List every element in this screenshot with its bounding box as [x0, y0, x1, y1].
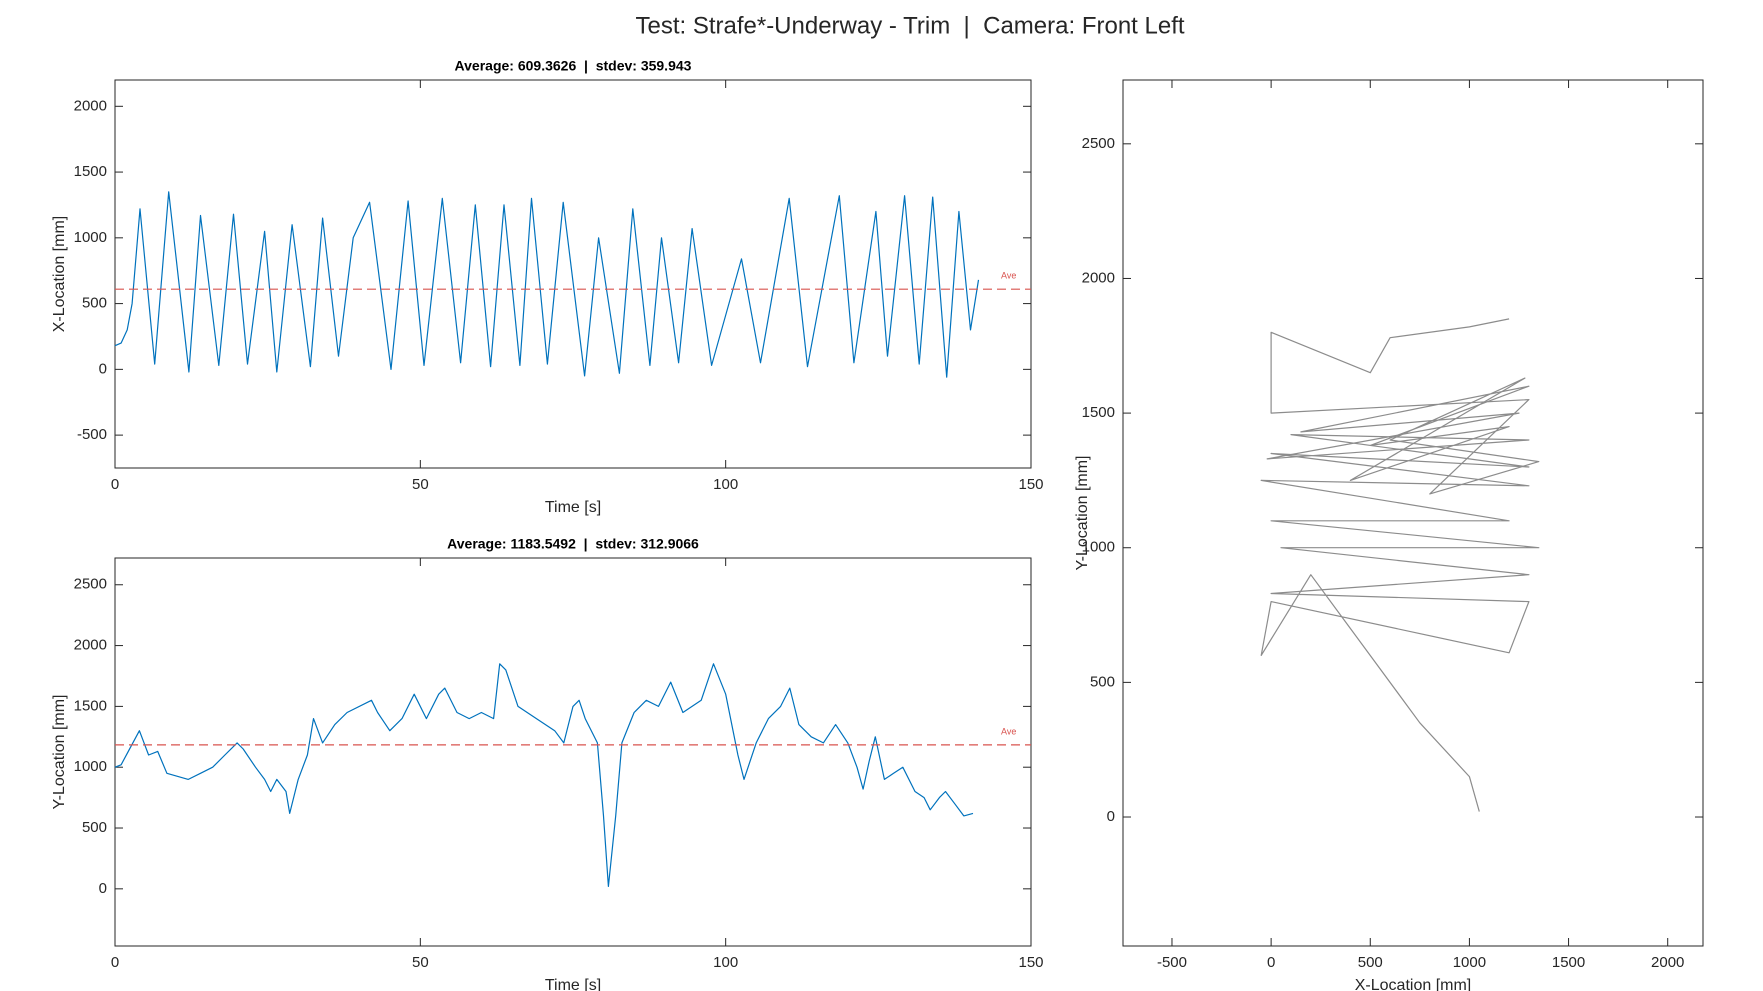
y-axis-label: X-Location [mm]	[51, 216, 68, 332]
data-line	[1260, 318, 1540, 812]
axes-title: Average: 1183.5492 | stdev: 312.9066	[447, 536, 699, 552]
x-axis-label: Time [s]	[545, 499, 601, 516]
y-tick-label: 1500	[74, 163, 107, 180]
average-label: Ave	[1001, 271, 1016, 281]
y-tick-label: 500	[82, 819, 107, 836]
x-tick-label: 150	[1018, 954, 1043, 971]
y-tick-label: 2000	[1082, 269, 1115, 286]
x-axis-label: Time [s]	[545, 977, 601, 991]
x-tick-label: 1500	[1552, 954, 1585, 971]
y-tick-label: 0	[99, 880, 107, 897]
y-tick-label: 2500	[1082, 135, 1115, 152]
x-tick-label: 100	[713, 476, 738, 493]
y-tick-label: 0	[1107, 808, 1115, 825]
data-line	[114, 663, 974, 887]
x-axis-label: X-Location [mm]	[1355, 977, 1471, 991]
y-axis-label: Y-Location [mm]	[1074, 455, 1091, 570]
y-tick-label: 2500	[74, 576, 107, 593]
axes-title: Average: 609.3626 | stdev: 359.943	[455, 58, 692, 74]
x-tick-label: 100	[713, 954, 738, 971]
axes-box	[114, 557, 1032, 947]
y-tick-label: 500	[82, 295, 107, 312]
y-tick-label: 2000	[74, 97, 107, 114]
x-tick-label: 0	[111, 476, 119, 493]
y-tick-label: -500	[77, 426, 107, 443]
x-tick-label: -500	[1157, 954, 1187, 971]
x-tick-label: 0	[1267, 954, 1275, 971]
y-tick-label: 2000	[74, 637, 107, 654]
y-axis-label: Y-Location [mm]	[51, 694, 68, 809]
y-tick-label: 1000	[1082, 539, 1115, 556]
axes-box	[114, 79, 1032, 469]
figure-title: Test: Strafe*-Underway - Trim | Camera: …	[635, 12, 1184, 39]
y-tick-label: 1500	[1082, 404, 1115, 421]
x-tick-label: 1000	[1453, 954, 1486, 971]
x-tick-label: 2000	[1651, 954, 1684, 971]
y-tick-label: 1000	[74, 758, 107, 775]
y-tick-label: 500	[1090, 673, 1115, 690]
x-tick-label: 500	[1358, 954, 1383, 971]
y-tick-label: 1000	[74, 229, 107, 246]
y-tick-label: 1500	[74, 697, 107, 714]
x-tick-label: 50	[412, 954, 429, 971]
x-tick-label: 50	[412, 476, 429, 493]
data-line	[114, 191, 980, 378]
y-tick-label: 0	[99, 360, 107, 377]
average-label: Ave	[1001, 726, 1016, 736]
x-tick-label: 150	[1018, 476, 1043, 493]
x-tick-label: 0	[111, 954, 119, 971]
axes-box	[1122, 79, 1704, 947]
